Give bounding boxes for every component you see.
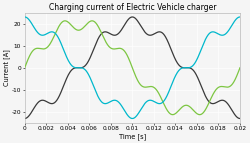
Y-axis label: Current [A]: Current [A] (4, 49, 10, 86)
Title: Charging current of Electric Vehicle charger: Charging current of Electric Vehicle cha… (48, 3, 216, 12)
X-axis label: Time [s]: Time [s] (119, 133, 146, 140)
